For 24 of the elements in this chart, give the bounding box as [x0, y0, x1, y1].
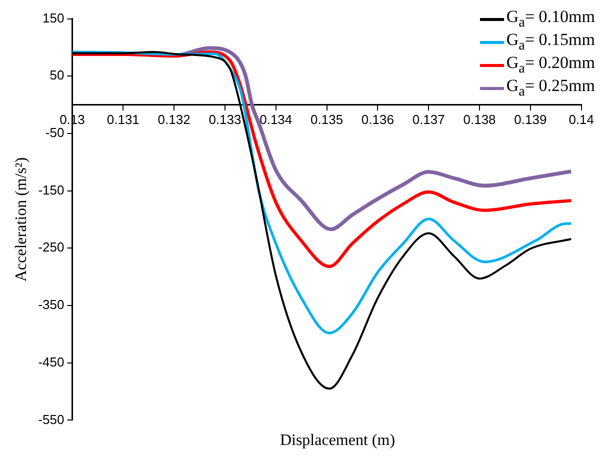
legend-label: G$_{a}$= 0.25mm	[506, 76, 595, 101]
y-tick-label: 150	[42, 10, 64, 26]
y-tick-label: -350	[38, 297, 64, 312]
x-tick-label: 0.138	[463, 112, 496, 128]
x-axis-title: Displacement (m)	[278, 431, 396, 451]
y-tick-label: -250	[38, 240, 64, 255]
y-tick-label: 50	[50, 68, 64, 83]
y-tick-label: -550	[38, 412, 64, 427]
y-tick-label: -50	[45, 125, 64, 140]
y-tick-label: -450	[38, 354, 64, 370]
x-tick-label: 0.14	[568, 112, 594, 128]
x-tick-label: 0.133	[208, 112, 242, 128]
legend-label: G$_{a}$= 0.20mm	[506, 53, 595, 78]
x-tick-label: 0.137	[412, 112, 445, 128]
x-tick-label: 0.132	[158, 112, 190, 128]
x-tick-label: 0.135	[310, 112, 344, 128]
x-tick-label: 0.139	[514, 112, 547, 128]
x-tick-label: 0.136	[361, 112, 394, 128]
x-tick-label: 0.131	[106, 112, 140, 128]
y-axis-title: Acceleration (m/s²)	[12, 157, 30, 282]
legend-label: G$_{a}$= 0.10mm	[506, 7, 595, 32]
legend-label: G$_{a}$= 0.15mm	[506, 30, 595, 55]
y-tick-label: -150	[38, 182, 64, 198]
x-tick-label: 0.134	[260, 112, 292, 128]
